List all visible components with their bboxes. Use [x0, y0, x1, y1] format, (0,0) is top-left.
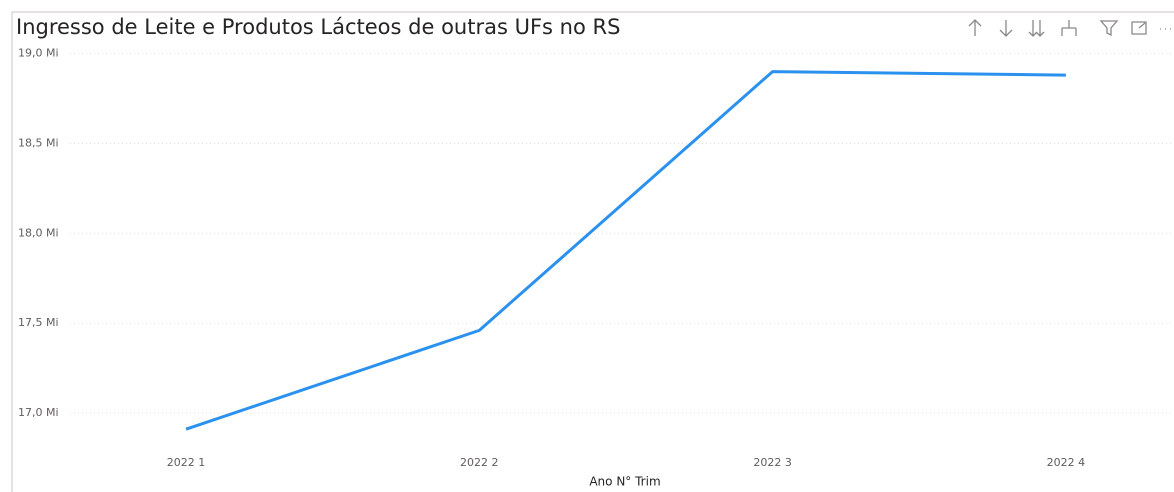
x-tick-label: 2022 2 — [460, 456, 499, 469]
y-tick-label: 19,0 Mi — [18, 47, 59, 60]
expand-icon[interactable] — [1028, 20, 1045, 37]
sort-down-icon[interactable] — [999, 20, 1013, 37]
toolbar — [968, 19, 1171, 37]
focus-icon[interactable] — [1131, 21, 1147, 35]
x-tick-label: 2022 4 — [1047, 456, 1086, 469]
y-tick-label: 18,0 Mi — [18, 226, 59, 239]
x-tick-label: 2022 1 — [167, 456, 206, 469]
y-tick-label: 17,0 Mi — [18, 406, 59, 419]
x-tick-label: 2022 3 — [753, 456, 792, 469]
filter-icon[interactable] — [1099, 20, 1119, 37]
x-axis-label: Ano N° Trim — [589, 475, 660, 489]
hierarchy-icon[interactable] — [1061, 20, 1077, 36]
chart-title: Ingresso de Leite e Produtos Lácteos de … — [16, 15, 620, 39]
y-tick-label: 17,5 Mi — [18, 316, 59, 329]
series-line — [185, 70, 1066, 431]
sort-up-icon[interactable] — [968, 19, 982, 36]
y-tick-label: 18,5 Mi — [18, 136, 59, 149]
